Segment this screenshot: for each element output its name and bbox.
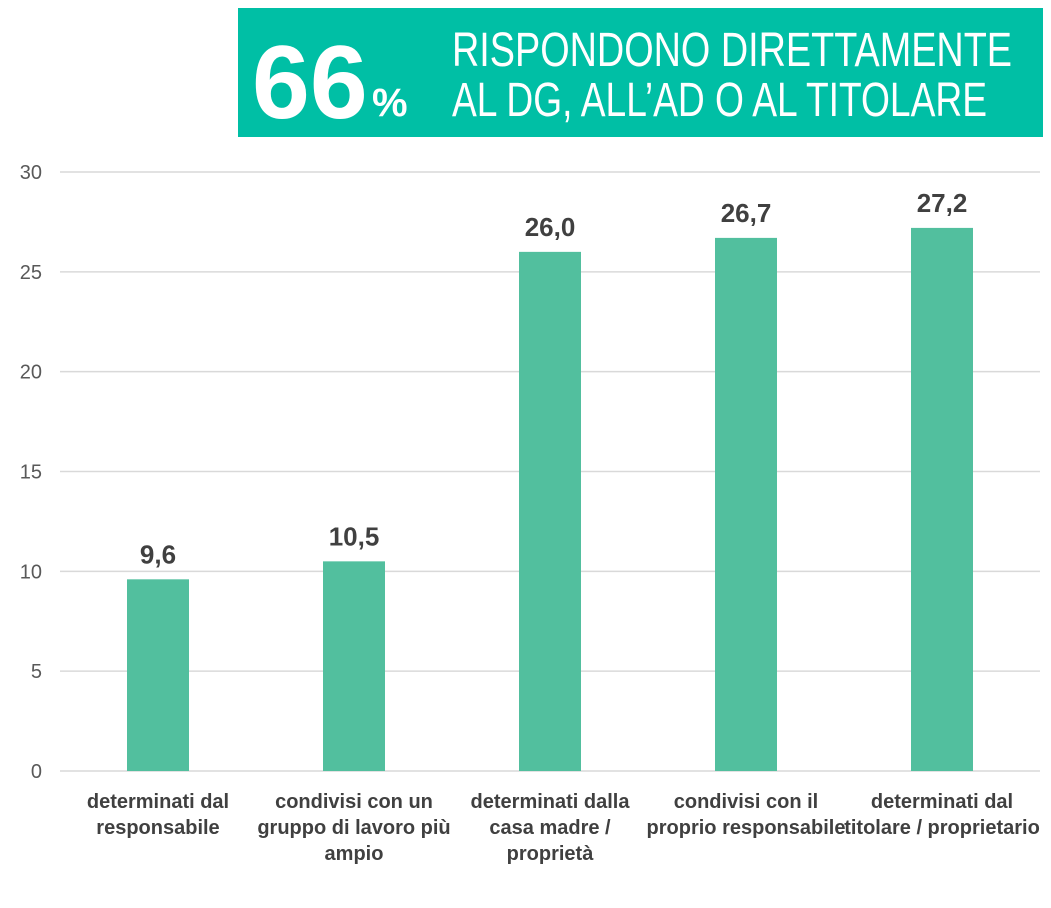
banner-number: 66 (252, 25, 368, 141)
bar (715, 237, 777, 771)
y-tick-label: 25 (20, 262, 42, 284)
y-tick-label: 30 (20, 162, 42, 184)
y-tick-label: 5 (31, 661, 42, 683)
value-label: 27,2 (917, 188, 968, 218)
banner-line: AL DG, ALL’AD O AL TITOLARE (452, 74, 987, 127)
value-label: 26,7 (721, 198, 772, 228)
banner-line: RISPONDONO DIRETTAMENTE (452, 24, 1012, 77)
x-tick-label: determinati dal responsabile (86, 791, 230, 839)
bar (323, 561, 385, 771)
value-label: 9,6 (140, 539, 176, 569)
y-tick-label: 15 (20, 462, 42, 484)
y-tick-label: 0 (31, 761, 42, 783)
x-tick-label: condivisi con il proprio responsabile (646, 791, 846, 839)
y-tick-label: 20 (20, 362, 42, 384)
banner (238, 8, 1043, 137)
bar (911, 227, 973, 771)
bar (519, 251, 581, 771)
x-tick-label: determinati dal titolare / proprietario (844, 791, 1040, 839)
value-label: 10,5 (329, 521, 380, 551)
y-tick-label: 10 (20, 561, 42, 583)
value-label: 26,0 (525, 212, 576, 242)
bar (127, 579, 189, 771)
x-tick-label: condivisi con un gruppo di lavoro più am… (257, 791, 451, 865)
banner-unit: % (372, 81, 408, 125)
x-tick-label: determinati dalla casa madre / proprietà (470, 791, 630, 865)
